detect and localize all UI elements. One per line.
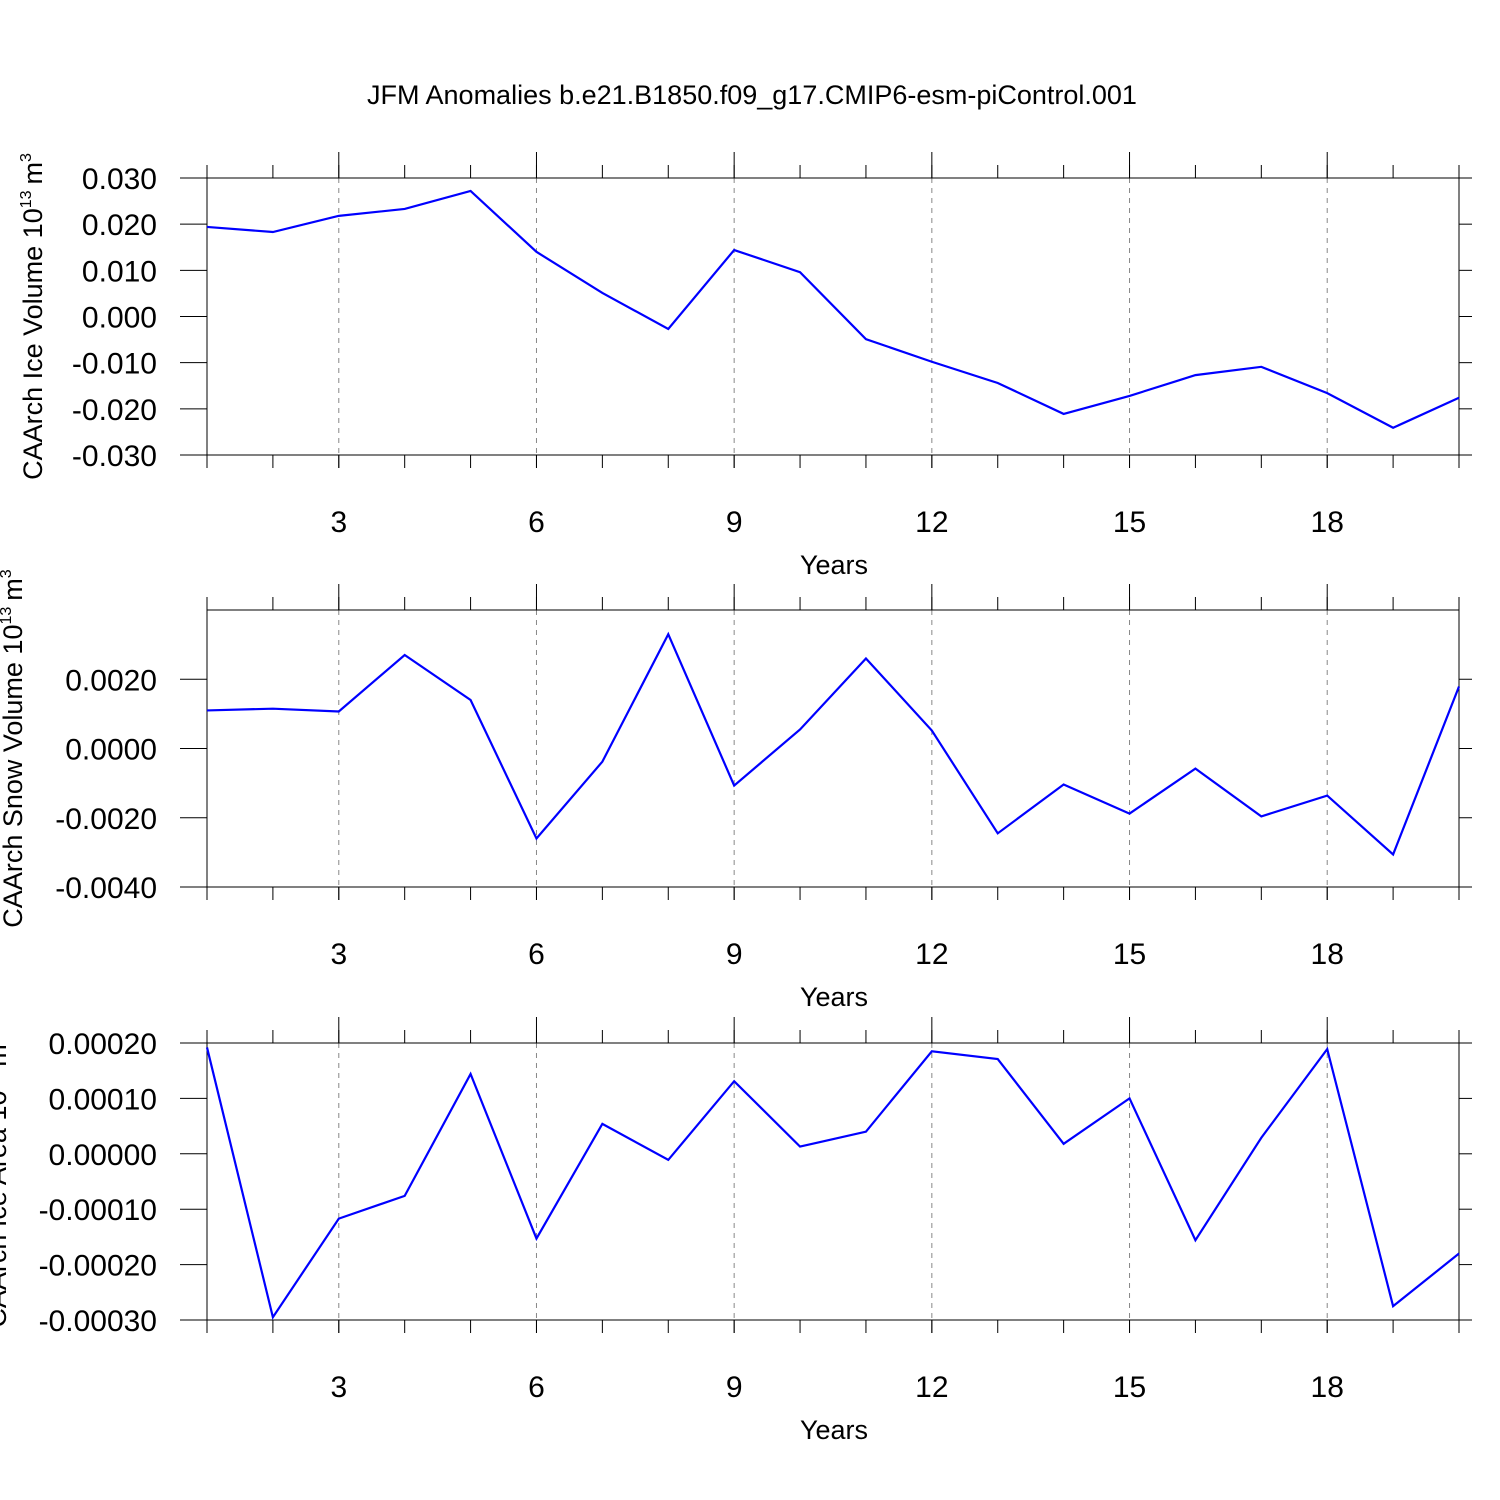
y-axis-label-text: CAArch Ice Volume 10 [18,208,48,480]
x-tick-label: 18 [1311,938,1344,971]
y-tick-label: -0.020 [72,394,157,427]
x-tick-label: 6 [528,1371,545,1404]
y-axis-label-unit-exponent: 3 [0,569,15,578]
y-tick-label: -0.00030 [39,1305,157,1338]
y-axis-label-unit-exponent: 3 [18,153,35,162]
y-axis-label: CAArch Snow Volume 1013 m3 [0,569,28,927]
y-tick-label: 0.00000 [49,1139,157,1172]
y-axis-label-unit: m [0,1044,12,1067]
x-tick-label: 15 [1113,938,1146,971]
x-tick-label: 12 [915,506,948,539]
y-axis-label-unit: m [0,578,28,601]
data-line [206,189,1460,429]
x-tick-label: 9 [726,1371,743,1404]
x-tick-label: 3 [330,506,347,539]
x-tick-label: 6 [528,506,545,539]
y-axis-label-exponent: 13 [18,190,35,208]
plot-frame [206,609,1460,888]
data-line [206,631,1461,857]
x-tick-label: 12 [915,1371,948,1404]
y-tick-label: 0.0000 [65,734,157,767]
y-axis-label: CAArch Ice Volume 1013 m3 [18,153,48,480]
x-tick-label: 9 [726,938,743,971]
y-tick-label: -0.00020 [39,1250,157,1283]
x-axis-label: Years [800,1415,868,1445]
chart-title: JFM Anomalies b.e21.B1850.f09_g17.CMIP6-… [367,80,1137,110]
plot-frame [206,1042,1460,1321]
y-tick-label: -0.010 [72,348,157,381]
plot-frame [206,177,1460,456]
x-axis-label: Years [800,982,868,1012]
x-tick-label: 6 [528,938,545,971]
y-tick-label: 0.010 [82,255,157,288]
x-tick-label: 15 [1113,1371,1146,1404]
y-tick-label: -0.030 [72,440,157,473]
y-tick-label: 0.020 [82,209,157,242]
x-tick-label: 3 [330,1371,347,1404]
y-axis-label-text: CAArch Snow Volume 10 [0,625,28,928]
y-tick-label: 0.0020 [65,664,157,697]
y-tick-label: 0.000 [82,302,157,335]
x-tick-label: 9 [726,506,743,539]
y-axis-label-exponent: 13 [0,607,15,625]
y-axis-label-unit: m [18,162,48,185]
y-tick-label: 0.00010 [49,1083,157,1116]
x-tick-label: 18 [1311,506,1344,539]
y-tick-label: 0.030 [82,163,157,196]
x-tick-label: 15 [1113,506,1146,539]
y-axis-label: CAArch Ice Area 1013m2 [0,1035,12,1327]
x-tick-label: 3 [330,938,347,971]
x-tick-label: 18 [1311,1371,1344,1404]
data-line [205,1046,1460,1320]
y-tick-label: 0.00020 [49,1028,157,1061]
y-tick-label: -0.0040 [55,872,157,905]
x-tick-label: 12 [915,938,948,971]
y-tick-label: -0.0020 [55,803,157,836]
y-tick-label: -0.00010 [39,1194,157,1227]
y-axis-label-text: CAArch Ice Area 10 [0,1091,12,1328]
x-axis-label: Years [800,550,868,580]
